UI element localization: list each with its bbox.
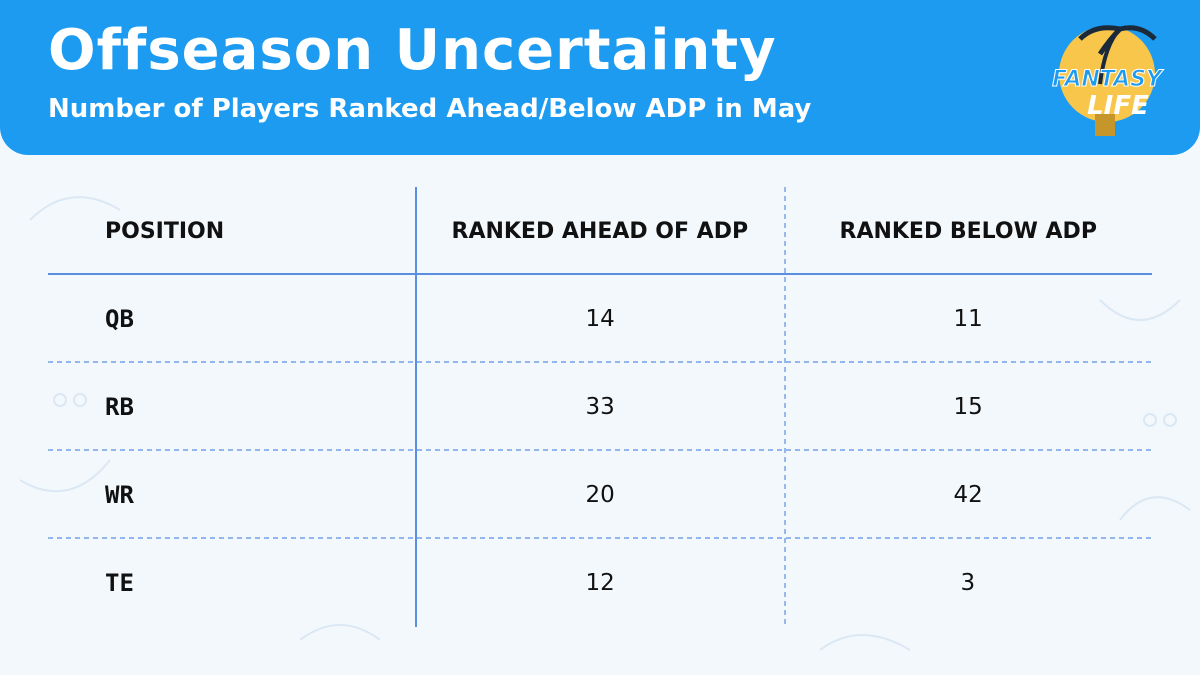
row-label: QB bbox=[105, 305, 134, 333]
cell-value: 12 bbox=[585, 570, 615, 596]
row-label: TE bbox=[105, 569, 134, 597]
cell-value: 33 bbox=[585, 394, 615, 420]
cell-value: 14 bbox=[585, 306, 615, 332]
cell-value: 3 bbox=[960, 570, 976, 596]
cell-value: 15 bbox=[953, 394, 983, 420]
cell-value: 11 bbox=[953, 306, 983, 332]
logo-text: FANTASY bbox=[1052, 67, 1164, 92]
row-label: RB bbox=[105, 393, 134, 421]
cell-value: 42 bbox=[953, 482, 983, 508]
column-header: RANKED AHEAD OF ADP bbox=[451, 218, 749, 244]
cell-value: 20 bbox=[585, 482, 615, 508]
title: Offseason Uncertainty bbox=[48, 18, 777, 83]
logo: FANTASY LIFE bbox=[1052, 25, 1164, 136]
header-banner: Offseason Uncertainty Number of Players … bbox=[0, 0, 1200, 155]
logo-text: LIFE bbox=[1087, 91, 1149, 121]
row-label: WR bbox=[105, 481, 134, 509]
column-header: POSITION bbox=[105, 218, 225, 244]
column-header: RANKED BELOW ADP bbox=[839, 218, 1097, 244]
subtitle: Number of Players Ranked Ahead/Below ADP… bbox=[48, 94, 812, 124]
